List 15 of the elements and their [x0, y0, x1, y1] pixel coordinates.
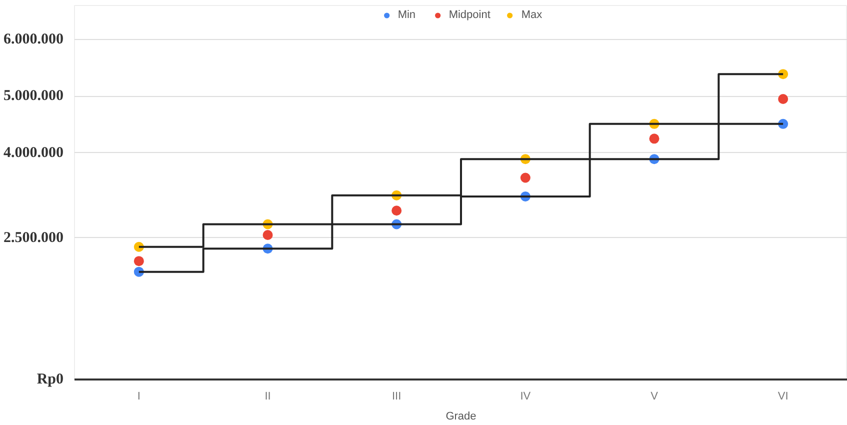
legend-label: Midpoint: [448, 9, 490, 21]
x-tick-label: VI: [778, 390, 788, 402]
x-tick-label: II: [264, 390, 271, 402]
x-tick-label: V: [650, 390, 659, 402]
legend-label: Min: [398, 9, 417, 21]
x-tick-label: I: [137, 390, 140, 402]
legend-label: Max: [521, 9, 542, 21]
y-tick-label: 5.000.000: [4, 88, 64, 104]
x-tick-label: III: [392, 390, 402, 402]
y-tick-label: 4.000.000: [4, 144, 64, 161]
y-tick-label: Rp0: [36, 372, 64, 388]
x-tick-label: IV: [520, 390, 532, 402]
y-tick-label: 2.500.000: [4, 230, 64, 246]
x-axis-title: Grade: [446, 410, 476, 422]
y-tick-label: 6.000.000: [4, 32, 64, 48]
